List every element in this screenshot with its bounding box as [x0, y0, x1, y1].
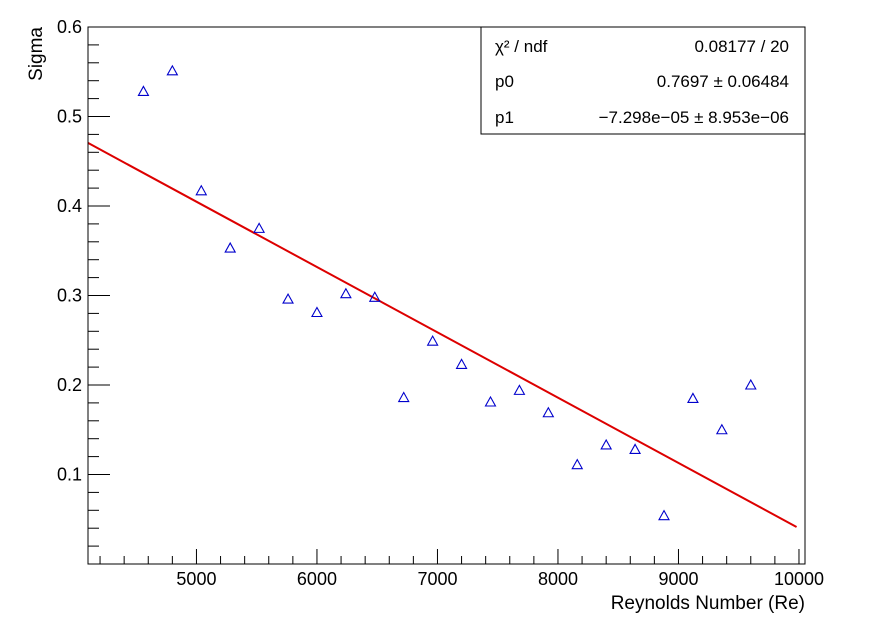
stats-chi2-value: 0.08177 / 20: [694, 37, 789, 56]
fit-layer: [87, 142, 798, 528]
data-point: [686, 392, 699, 403]
stats-chi2-label: χ² / ndf: [495, 37, 548, 56]
plot-frame: [87, 26, 806, 565]
stats-p0-label: p0: [495, 72, 514, 91]
x-tick-label: 8000: [538, 569, 578, 589]
axis-ticks: [88, 26, 800, 564]
y-tick-label: 0.5: [57, 107, 82, 127]
tick-labels: 5000 6000 7000 8000 9000 10000 0.1 0.2 0.3 0.4 0.5…: [57, 17, 824, 589]
data-point: [658, 509, 670, 521]
data-point: [253, 222, 266, 233]
data-point: [166, 64, 179, 76]
fit-line: [87, 142, 798, 528]
data-point: [397, 391, 410, 403]
data-point: [368, 291, 381, 302]
data-point: [600, 438, 613, 450]
data-point: [484, 395, 497, 407]
data-point: [311, 306, 323, 318]
fit-stats-box: χ² / ndf 0.08177 / 20 p0 0.7697 ± 0.0648…: [480, 26, 806, 135]
data-point: [339, 287, 352, 299]
data-point: [224, 241, 237, 253]
data-point: [542, 406, 555, 418]
x-tick-label: 7000: [417, 569, 457, 589]
x-tick-label: 6000: [297, 569, 337, 589]
stats-box-frame: [480, 26, 806, 135]
x-axis-title: Reynolds Number (Re): [611, 593, 805, 614]
data-point: [744, 378, 757, 390]
data-points: [137, 64, 757, 521]
x-tick-label: 10000: [774, 569, 824, 589]
y-axis-title: Sigma: [26, 27, 47, 81]
y-tick-label: 0.1: [57, 465, 82, 485]
y-tick-label: 0.2: [57, 375, 82, 395]
data-point: [629, 443, 642, 454]
x-tick-label: 5000: [176, 569, 216, 589]
data-point: [426, 335, 439, 346]
y-tick-label: 0.3: [57, 286, 82, 306]
stats-p0-value: 0.7697 ± 0.06484: [657, 72, 789, 91]
data-point: [455, 358, 468, 369]
data-point: [137, 85, 150, 96]
y-tick-label: 0.4: [57, 196, 82, 216]
stats-p1-value: −7.298e−05 ± 8.953e−06: [599, 108, 789, 127]
y-tick-label: 0.6: [57, 17, 82, 37]
data-point: [715, 423, 728, 435]
data-point: [282, 292, 294, 304]
data-point: [513, 384, 526, 395]
stats-p1-label: p1: [495, 108, 514, 127]
data-point: [195, 184, 208, 196]
data-point: [571, 458, 584, 470]
x-tick-label: 9000: [658, 569, 698, 589]
